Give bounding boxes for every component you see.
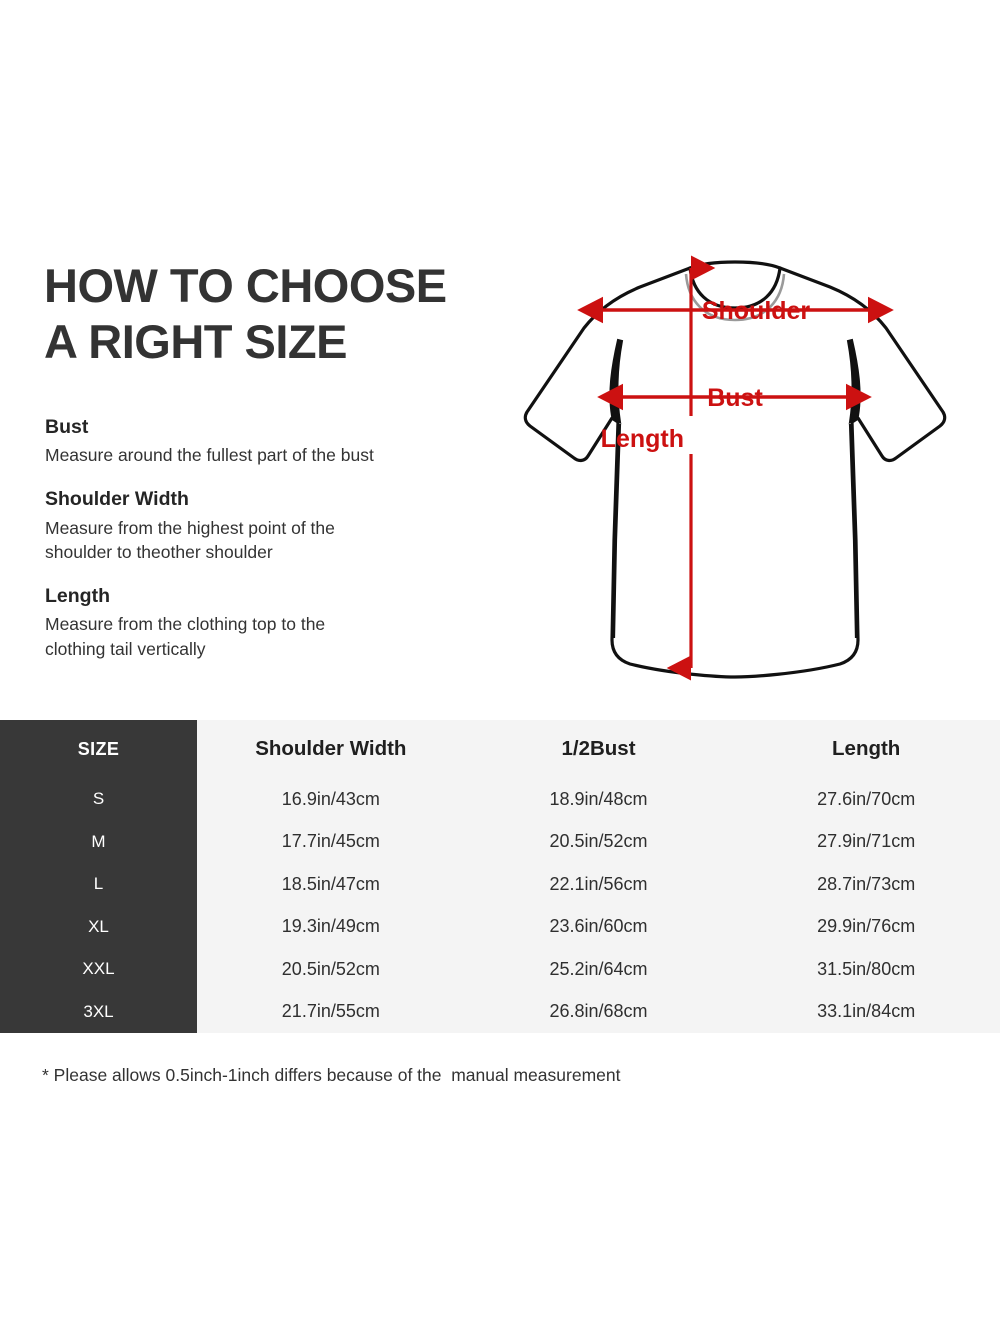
column-header-shoulder-width: Shoulder Width bbox=[255, 737, 407, 760]
column-header-length: Length bbox=[832, 737, 901, 760]
shoulder-label: Shoulder bbox=[702, 297, 811, 325]
measure-description: Measure around the fullest part of the b… bbox=[45, 445, 374, 466]
cell-half-bust: 18.9in/48cm bbox=[549, 788, 648, 809]
cell-shoulder-width: 16.9in/43cm bbox=[281, 788, 380, 809]
measurement-disclaimer: * Please allows 0.5inch-1inch differs be… bbox=[42, 1065, 621, 1085]
table-row: 3XL 21.7in/55cm 26.8in/68cm 33.1in/84cm bbox=[0, 991, 1000, 1034]
cell-size: L bbox=[93, 874, 104, 894]
cell-half-bust: 23.6in/60cm bbox=[549, 916, 648, 937]
cell-shoulder-width: 21.7in/55cm bbox=[281, 1001, 380, 1022]
cell-half-bust: 26.8in/68cm bbox=[549, 1001, 648, 1022]
how-to-measure-section: HOW TO CHOOSE A RIGHT SIZE Bust Measure … bbox=[44, 240, 970, 690]
page-title-line-1: HOW TO CHOOSE bbox=[44, 259, 447, 312]
table-row: S 16.9in/43cm 18.9in/48cm 27.6in/70cm bbox=[0, 778, 1000, 821]
cell-size: M bbox=[91, 831, 106, 851]
cell-size: 3XL bbox=[83, 1001, 114, 1021]
tshirt-outline-group bbox=[523, 260, 947, 679]
measurement-arrows-group bbox=[577, 255, 894, 681]
cell-size: S bbox=[92, 789, 105, 809]
cell-half-bust: 25.2in/64cm bbox=[549, 958, 648, 979]
cell-shoulder-width: 18.5in/47cm bbox=[281, 873, 380, 894]
measure-block-bust: Bust Measure around the fullest part of … bbox=[45, 414, 465, 467]
cell-size: XXL bbox=[82, 959, 115, 979]
measure-block-length: Length Measure from the clothing top to … bbox=[45, 583, 465, 661]
table-header-row: SIZE Shoulder Width 1/2Bust Length bbox=[0, 720, 1000, 778]
size-table: SIZE Shoulder Width 1/2Bust Length S 16.… bbox=[0, 720, 1000, 1033]
cell-half-bust: 20.5in/52cm bbox=[549, 831, 648, 852]
measure-block-shoulder-width: Shoulder Width Measure from the highest … bbox=[45, 486, 465, 564]
cell-shoulder-width: 20.5in/52cm bbox=[281, 958, 380, 979]
table-row: L 18.5in/47cm 22.1in/56cm 28.7in/73cm bbox=[0, 863, 1000, 906]
column-header-half-bust: 1/2Bust bbox=[561, 737, 636, 760]
length-label: Length bbox=[601, 425, 684, 453]
cell-length: 33.1in/84cm bbox=[817, 1001, 916, 1022]
tshirt-side-seam-left bbox=[612, 423, 622, 639]
measure-description: Measure from the highest point of the sh… bbox=[45, 517, 335, 562]
column-header-size: SIZE bbox=[77, 738, 120, 759]
measurement-definitions: Bust Measure around the fullest part of … bbox=[45, 414, 465, 661]
table-row: XXL 20.5in/52cm 25.2in/64cm 31.5in/80cm bbox=[0, 948, 1000, 991]
tshirt-outline bbox=[523, 260, 947, 679]
size-column-background bbox=[0, 720, 197, 1033]
tshirt-side-seam-right bbox=[848, 423, 858, 639]
size-table-grid: SIZE Shoulder Width 1/2Bust Length S 16.… bbox=[0, 720, 1000, 1033]
measurement-labels-group: Shoulder Bust Length bbox=[601, 297, 811, 453]
measure-title: Shoulder Width bbox=[45, 488, 189, 511]
cell-length: 27.6in/70cm bbox=[817, 788, 916, 809]
cell-length: 31.5in/80cm bbox=[817, 958, 916, 979]
cell-length: 28.7in/73cm bbox=[817, 873, 916, 894]
cell-half-bust: 22.1in/56cm bbox=[549, 873, 648, 894]
cell-length: 27.9in/71cm bbox=[817, 831, 916, 852]
tshirt-diagram: Shoulder Bust Length bbox=[500, 240, 970, 690]
cell-size: XL bbox=[88, 916, 109, 936]
table-row: M 17.7in/45cm 20.5in/52cm 27.9in/71cm bbox=[0, 821, 1000, 864]
measure-description: Measure from the clothing top to the clo… bbox=[45, 614, 326, 659]
measure-title: Length bbox=[45, 585, 110, 608]
page-title-line-2: A RIGHT SIZE bbox=[44, 314, 348, 368]
cell-shoulder-width: 19.3in/49cm bbox=[281, 916, 380, 937]
page-title: HOW TO CHOOSE A RIGHT SIZE bbox=[44, 258, 514, 370]
table-row: XL 19.3in/49cm 23.6in/60cm 29.9in/76cm bbox=[0, 906, 1000, 949]
measure-title: Bust bbox=[45, 416, 89, 438]
cell-shoulder-width: 17.7in/45cm bbox=[281, 831, 380, 852]
cell-length: 29.9in/76cm bbox=[817, 916, 916, 937]
bust-label: Bust bbox=[707, 384, 763, 412]
